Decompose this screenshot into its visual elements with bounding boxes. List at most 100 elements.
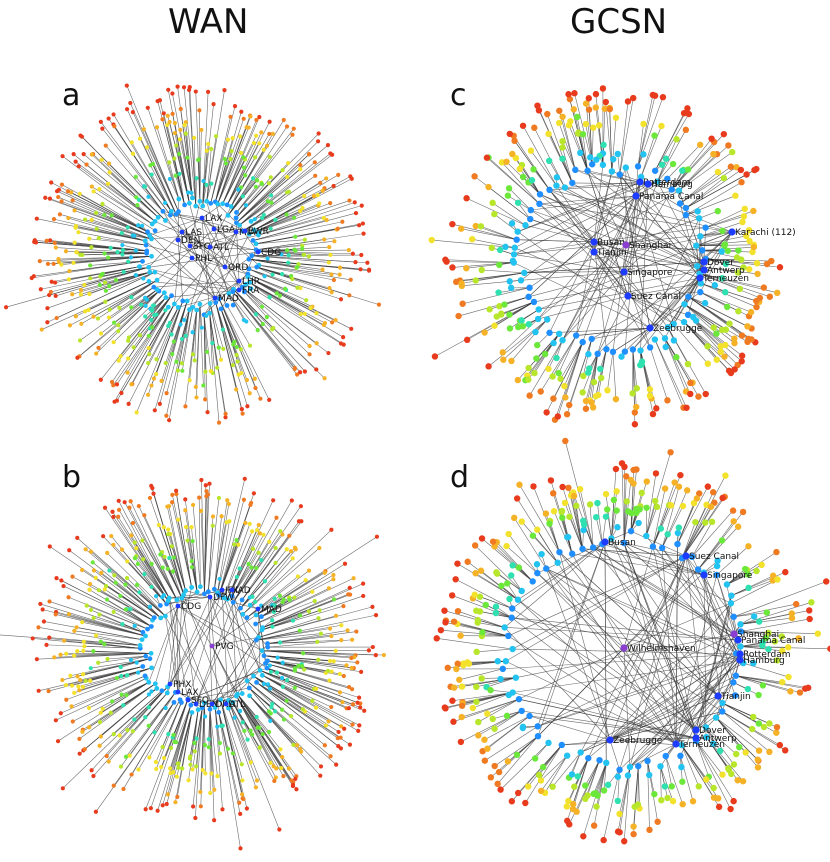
- network-node: [496, 246, 504, 254]
- network-edge: [484, 715, 530, 740]
- network-node: [193, 89, 198, 94]
- network-node: [143, 633, 148, 639]
- network-node: [585, 369, 592, 376]
- network-edge: [716, 546, 749, 576]
- network-node: [223, 411, 228, 416]
- network-node: [246, 561, 251, 567]
- network-node: [346, 684, 352, 690]
- network-node: [712, 714, 720, 721]
- network-node: [253, 312, 259, 317]
- network-edge: [705, 258, 726, 265]
- network-node: [220, 723, 225, 728]
- network-edge: [623, 214, 687, 273]
- network-node: [129, 382, 134, 387]
- network-node: [180, 766, 185, 771]
- network-node: [472, 222, 479, 230]
- network-edge: [256, 682, 338, 739]
- network-edge: [203, 280, 240, 315]
- network-edge: [241, 547, 276, 601]
- network-node: [727, 163, 735, 170]
- network-edge: [501, 162, 540, 205]
- network-node: [270, 701, 275, 706]
- network-node: [83, 678, 88, 684]
- network-edge: [256, 630, 300, 641]
- network-edge: [188, 709, 199, 781]
- network-node: [458, 683, 466, 690]
- network-node: [333, 318, 338, 323]
- network-edge: [623, 569, 699, 649]
- network-node: [39, 327, 44, 332]
- network-node: [280, 532, 285, 537]
- network-node: [258, 396, 263, 401]
- network-node: [89, 184, 94, 189]
- network-node: [546, 520, 553, 527]
- network-node: [238, 605, 243, 611]
- network-node: [253, 612, 259, 618]
- network-edge: [565, 342, 583, 398]
- network-node: [501, 624, 508, 631]
- network-node: [312, 598, 317, 604]
- network-edge: [486, 677, 516, 688]
- network-node: [171, 770, 176, 775]
- network-node: [491, 210, 498, 218]
- network-node: [34, 216, 39, 221]
- network-node: [102, 505, 108, 510]
- network-node: [147, 604, 153, 609]
- network-edge: [130, 102, 179, 212]
- network-node: [232, 104, 238, 109]
- network-node: [178, 106, 183, 112]
- network-edge: [251, 255, 368, 264]
- network-node: [253, 184, 259, 189]
- network-edge: [677, 486, 709, 545]
- network-edge: [623, 647, 631, 767]
- network-node: [229, 593, 235, 599]
- network-node: [292, 595, 297, 600]
- network-node: [160, 803, 165, 808]
- network-node: [61, 583, 66, 589]
- network-node: [74, 625, 79, 630]
- network-node: [444, 664, 451, 672]
- network-edge: [211, 645, 237, 697]
- network-edge: [699, 273, 740, 290]
- network-edge: [203, 297, 216, 315]
- network-edge: [105, 281, 150, 303]
- network-edge: [126, 577, 166, 617]
- network-node: [339, 638, 344, 643]
- network-node: [525, 376, 532, 383]
- hub-node: [236, 278, 242, 284]
- network-edge: [211, 660, 268, 705]
- network-edge: [539, 195, 637, 205]
- network-node: [292, 366, 297, 372]
- network-edge: [431, 239, 515, 249]
- network-node: [111, 732, 116, 737]
- network-node: [271, 764, 276, 769]
- network-node: [679, 502, 687, 510]
- network-edge: [239, 195, 272, 226]
- network-edge: [223, 523, 251, 598]
- network-node: [489, 199, 496, 207]
- network-node: [54, 576, 59, 581]
- network-node: [300, 246, 305, 251]
- network-node: [725, 142, 732, 149]
- hub-label: Shanghai: [629, 241, 671, 251]
- network-edge: [512, 648, 741, 655]
- network-node: [267, 539, 272, 544]
- network-node: [503, 542, 510, 550]
- network-node: [280, 707, 285, 712]
- network-node: [695, 783, 702, 790]
- network-node: [614, 797, 622, 805]
- network-node: [559, 155, 566, 162]
- network-node: [60, 786, 65, 791]
- network-edge: [218, 298, 270, 400]
- network-node: [637, 361, 644, 369]
- network-node: [347, 293, 352, 298]
- network-node: [253, 785, 259, 790]
- network-node: [782, 747, 789, 754]
- network-node: [134, 195, 139, 200]
- network-node: [358, 705, 363, 710]
- network-edge: [559, 551, 719, 697]
- network-node: [217, 740, 222, 746]
- network-node: [541, 350, 549, 358]
- network-node: [341, 334, 346, 340]
- network-edge: [460, 710, 522, 743]
